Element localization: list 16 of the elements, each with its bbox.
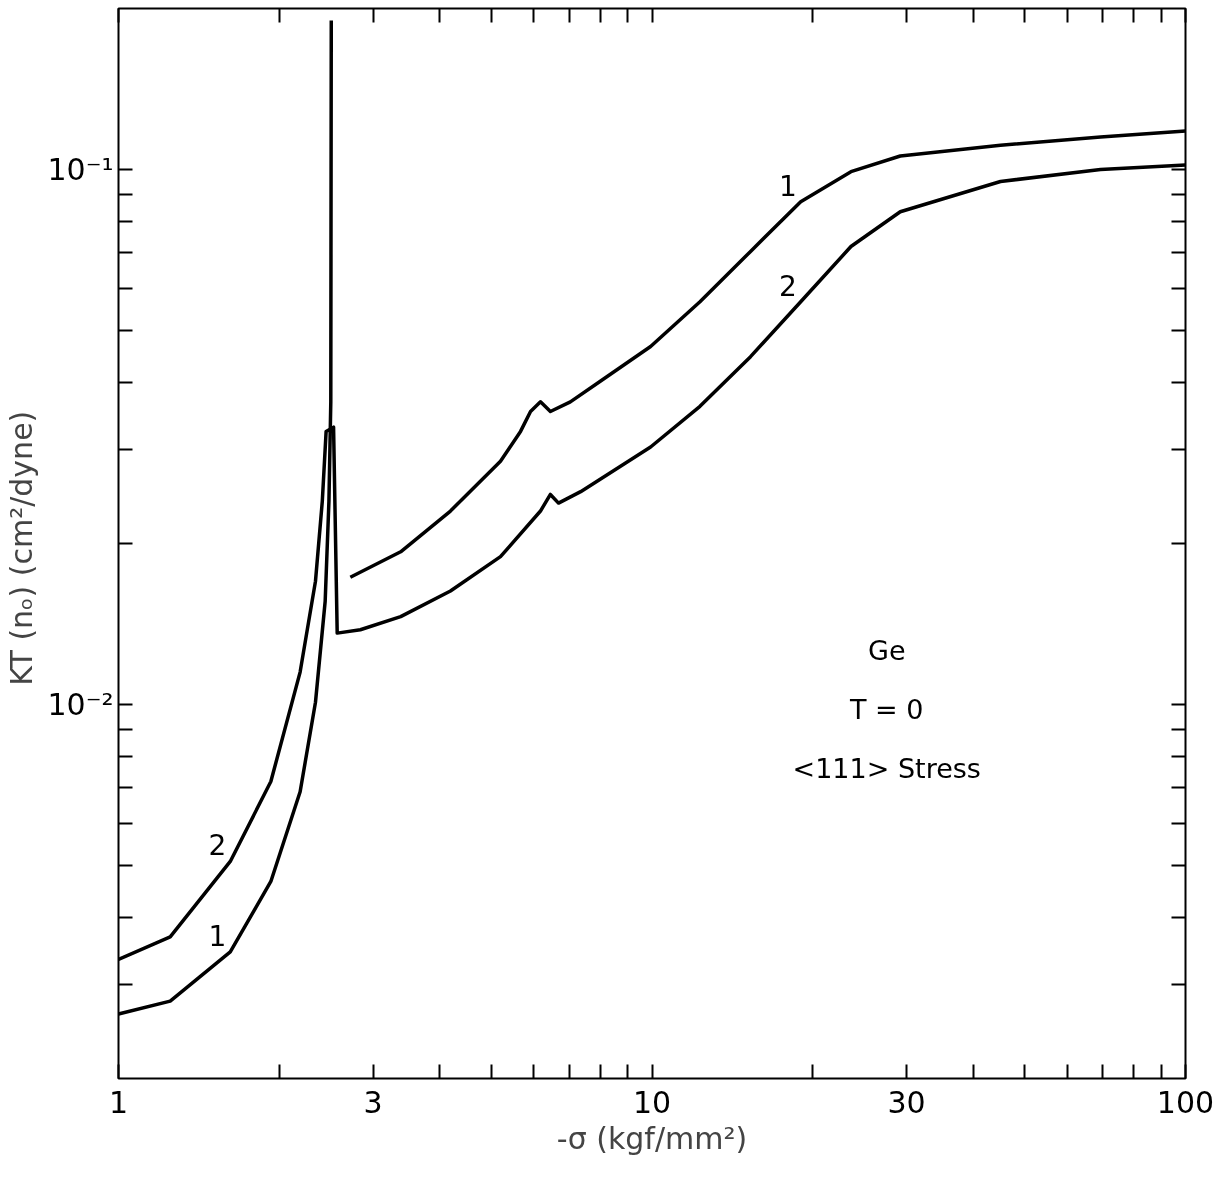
x-tick-label: 30 xyxy=(887,1084,926,1120)
annotation: Ge xyxy=(867,635,906,666)
y-tick-label: 10⁻² xyxy=(47,687,114,723)
annotation: T = 0 xyxy=(849,693,924,725)
x-axis-title: -σ (kgf/mm²) xyxy=(556,1120,748,1156)
text: 1 xyxy=(778,169,797,203)
x-tick-label: 1 xyxy=(108,1084,129,1120)
y-tick-label: 10⁻¹ xyxy=(47,152,114,188)
x-tick-label: 10 xyxy=(632,1084,672,1120)
annotation: <111> Stress xyxy=(792,752,981,784)
text: 2 xyxy=(208,829,227,863)
y-axis-title: KT (nₒ) (cm²/dyne) xyxy=(4,410,40,686)
x-tick-label: 100 xyxy=(1156,1084,1215,1120)
x-tick-label: 3 xyxy=(363,1084,383,1120)
series-label: 2 xyxy=(778,269,797,303)
series-label: 1 xyxy=(208,919,227,953)
